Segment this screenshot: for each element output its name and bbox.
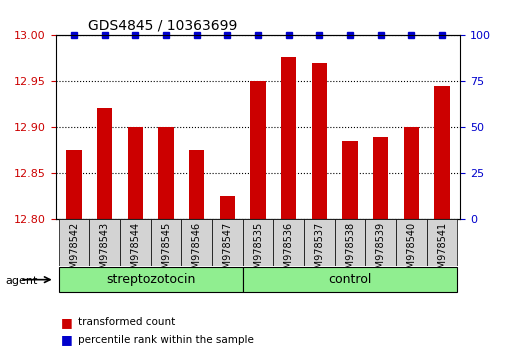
Text: GSM978542: GSM978542 <box>69 222 79 281</box>
FancyBboxPatch shape <box>365 219 395 266</box>
Text: GSM978537: GSM978537 <box>314 222 324 281</box>
FancyBboxPatch shape <box>395 219 426 266</box>
Bar <box>158 127 173 219</box>
Text: GSM978544: GSM978544 <box>130 222 140 281</box>
FancyBboxPatch shape <box>59 267 242 292</box>
Bar <box>250 81 265 219</box>
FancyBboxPatch shape <box>150 219 181 266</box>
FancyBboxPatch shape <box>334 219 365 266</box>
Text: percentile rank within the sample: percentile rank within the sample <box>78 335 254 345</box>
Bar <box>219 196 235 219</box>
Bar <box>66 150 82 219</box>
Bar <box>342 141 357 219</box>
Text: GSM978545: GSM978545 <box>161 222 171 281</box>
Bar <box>97 108 112 219</box>
Bar <box>311 63 326 219</box>
FancyBboxPatch shape <box>242 267 457 292</box>
FancyBboxPatch shape <box>242 219 273 266</box>
FancyBboxPatch shape <box>212 219 242 266</box>
Text: GSM978536: GSM978536 <box>283 222 293 281</box>
Text: control: control <box>328 273 371 286</box>
Text: GSM978546: GSM978546 <box>191 222 201 281</box>
FancyBboxPatch shape <box>89 219 120 266</box>
Text: ■: ■ <box>61 333 72 346</box>
Bar <box>372 137 388 219</box>
Text: GSM978539: GSM978539 <box>375 222 385 281</box>
FancyBboxPatch shape <box>304 219 334 266</box>
Bar <box>433 86 449 219</box>
Text: GSM978541: GSM978541 <box>436 222 446 281</box>
Text: GSM978543: GSM978543 <box>99 222 110 281</box>
Text: streptozotocin: streptozotocin <box>106 273 195 286</box>
Bar <box>127 127 143 219</box>
Text: GSM978547: GSM978547 <box>222 222 232 281</box>
Text: agent: agent <box>5 276 37 286</box>
Text: GSM978535: GSM978535 <box>252 222 263 281</box>
FancyBboxPatch shape <box>120 219 150 266</box>
Bar <box>189 150 204 219</box>
FancyBboxPatch shape <box>426 219 457 266</box>
Text: GDS4845 / 10363699: GDS4845 / 10363699 <box>88 19 237 33</box>
Bar <box>280 57 296 219</box>
Text: GSM978540: GSM978540 <box>406 222 416 281</box>
Text: GSM978538: GSM978538 <box>344 222 355 281</box>
Text: transformed count: transformed count <box>78 317 175 327</box>
FancyBboxPatch shape <box>181 219 212 266</box>
FancyBboxPatch shape <box>273 219 304 266</box>
Text: ■: ■ <box>61 316 72 329</box>
Bar <box>403 127 418 219</box>
FancyBboxPatch shape <box>59 219 89 266</box>
